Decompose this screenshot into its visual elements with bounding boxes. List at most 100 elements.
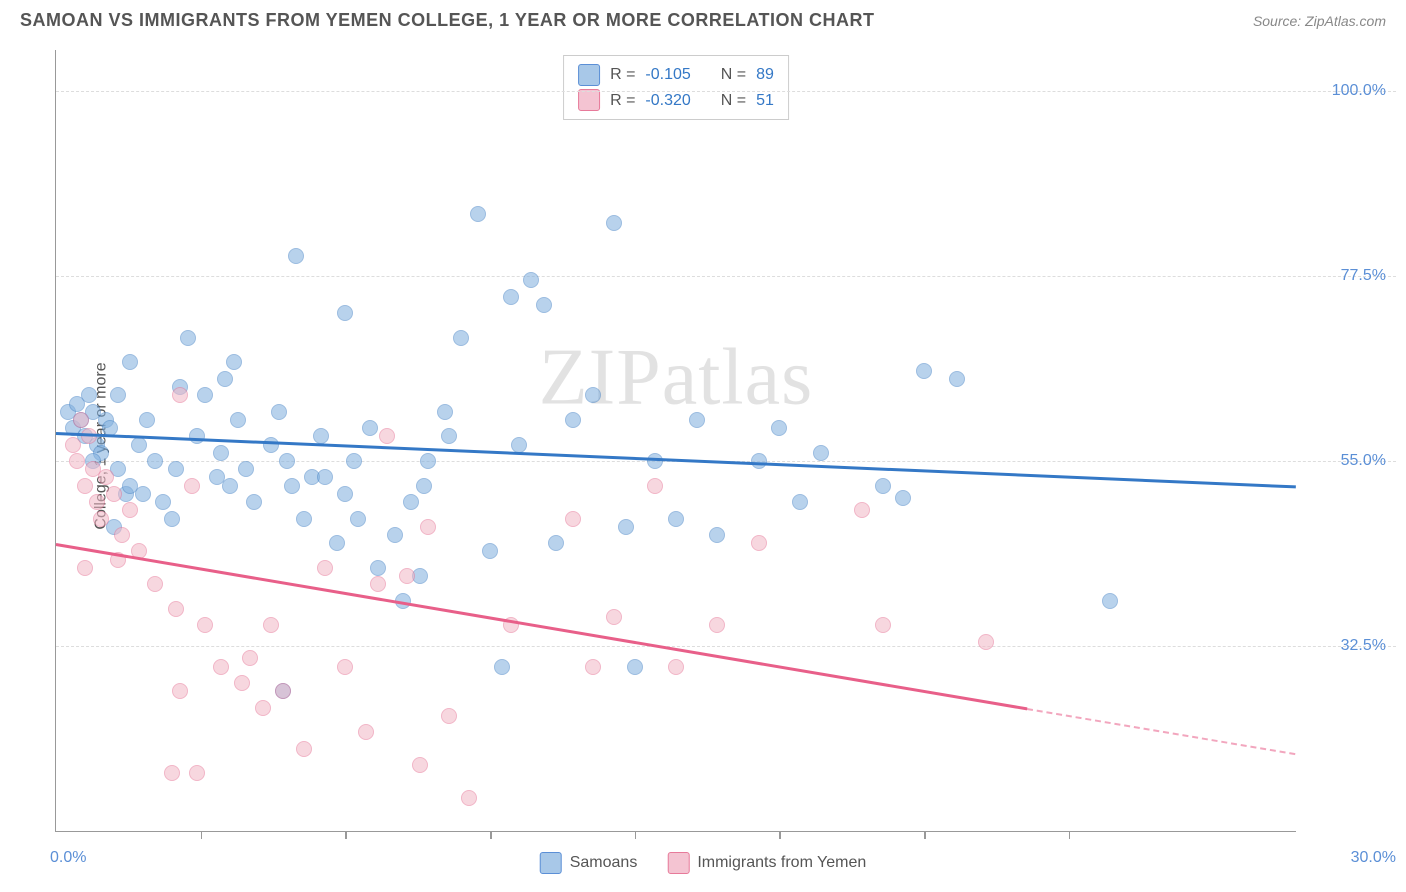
scatter-point <box>585 387 601 403</box>
scatter-point <box>420 453 436 469</box>
scatter-point <box>168 601 184 617</box>
x-tick <box>635 831 637 839</box>
scatter-point <box>147 453 163 469</box>
gridline <box>56 646 1396 647</box>
x-tick <box>201 831 203 839</box>
scatter-point <box>441 708 457 724</box>
scatter-point <box>73 412 89 428</box>
scatter-point <box>180 330 196 346</box>
n-value: 89 <box>756 62 774 88</box>
scatter-point <box>387 527 403 543</box>
chart-title: SAMOAN VS IMMIGRANTS FROM YEMEN COLLEGE,… <box>20 10 875 31</box>
scatter-point <box>565 511 581 527</box>
scatter-point <box>284 478 300 494</box>
scatter-point <box>329 535 345 551</box>
scatter-point <box>548 535 564 551</box>
scatter-point <box>217 371 233 387</box>
scatter-point <box>189 428 205 444</box>
scatter-point <box>172 683 188 699</box>
scatter-point <box>470 206 486 222</box>
scatter-point <box>317 560 333 576</box>
scatter-point <box>618 519 634 535</box>
scatter-point <box>403 494 419 510</box>
scatter-point <box>234 675 250 691</box>
scatter-point <box>168 461 184 477</box>
scatter-point <box>412 757 428 773</box>
x-tick <box>924 831 926 839</box>
scatter-point <box>370 576 386 592</box>
scatter-point <box>209 469 225 485</box>
scatter-point <box>709 617 725 633</box>
scatter-point <box>122 502 138 518</box>
x-axis-min-label: 0.0% <box>50 849 86 867</box>
scatter-point <box>606 215 622 231</box>
scatter-point <box>494 659 510 675</box>
scatter-point <box>875 617 891 633</box>
scatter-point <box>93 511 109 527</box>
scatter-point <box>346 453 362 469</box>
gridline <box>56 91 1396 92</box>
scatter-point <box>263 617 279 633</box>
scatter-point <box>255 700 271 716</box>
scatter-point <box>689 412 705 428</box>
scatter-point <box>370 560 386 576</box>
gridline <box>56 276 1396 277</box>
scatter-point <box>792 494 808 510</box>
scatter-point <box>350 511 366 527</box>
series-legend: SamoansImmigrants from Yemen <box>540 852 867 874</box>
scatter-point <box>709 527 725 543</box>
scatter-point <box>135 486 151 502</box>
legend-label: Immigrants from Yemen <box>697 854 866 872</box>
scatter-point <box>949 371 965 387</box>
scatter-point <box>155 494 171 510</box>
x-tick <box>345 831 347 839</box>
scatter-point <box>65 437 81 453</box>
trend-line <box>1027 708 1296 755</box>
source-label: Source: ZipAtlas.com <box>1253 13 1386 29</box>
scatter-point <box>242 650 258 666</box>
scatter-point <box>226 354 242 370</box>
scatter-point <box>164 511 180 527</box>
watermark-text: ZIPatlas <box>539 333 814 424</box>
scatter-point <box>246 494 262 510</box>
scatter-point <box>147 576 163 592</box>
scatter-point <box>197 387 213 403</box>
scatter-point <box>98 469 114 485</box>
scatter-point <box>627 659 643 675</box>
scatter-point <box>271 404 287 420</box>
source-prefix: Source: <box>1253 13 1301 29</box>
scatter-point <box>536 297 552 313</box>
scatter-point <box>379 428 395 444</box>
scatter-point <box>106 486 122 502</box>
scatter-point <box>337 486 353 502</box>
scatter-point <box>668 659 684 675</box>
scatter-point <box>288 248 304 264</box>
y-tick-label: 100.0% <box>1332 82 1386 100</box>
scatter-point <box>89 494 105 510</box>
scatter-point <box>978 634 994 650</box>
scatter-point <box>189 765 205 781</box>
scatter-point <box>647 453 663 469</box>
scatter-point <box>895 490 911 506</box>
source-name: ZipAtlas.com <box>1305 13 1386 29</box>
scatter-point <box>1102 593 1118 609</box>
legend-item: Immigrants from Yemen <box>667 852 866 874</box>
scatter-point <box>114 527 130 543</box>
n-label: N = <box>721 62 746 88</box>
scatter-point <box>511 437 527 453</box>
scatter-point <box>313 428 329 444</box>
scatter-point <box>441 428 457 444</box>
scatter-point <box>565 412 581 428</box>
scatter-point <box>416 478 432 494</box>
scatter-point <box>122 354 138 370</box>
scatter-point <box>337 659 353 675</box>
scatter-point <box>296 511 312 527</box>
scatter-point <box>110 387 126 403</box>
scatter-point <box>606 609 622 625</box>
scatter-point <box>503 289 519 305</box>
scatter-point <box>213 445 229 461</box>
x-tick <box>1069 831 1071 839</box>
scatter-point <box>358 724 374 740</box>
scatter-point <box>523 272 539 288</box>
legend-swatch-icon <box>578 64 600 86</box>
